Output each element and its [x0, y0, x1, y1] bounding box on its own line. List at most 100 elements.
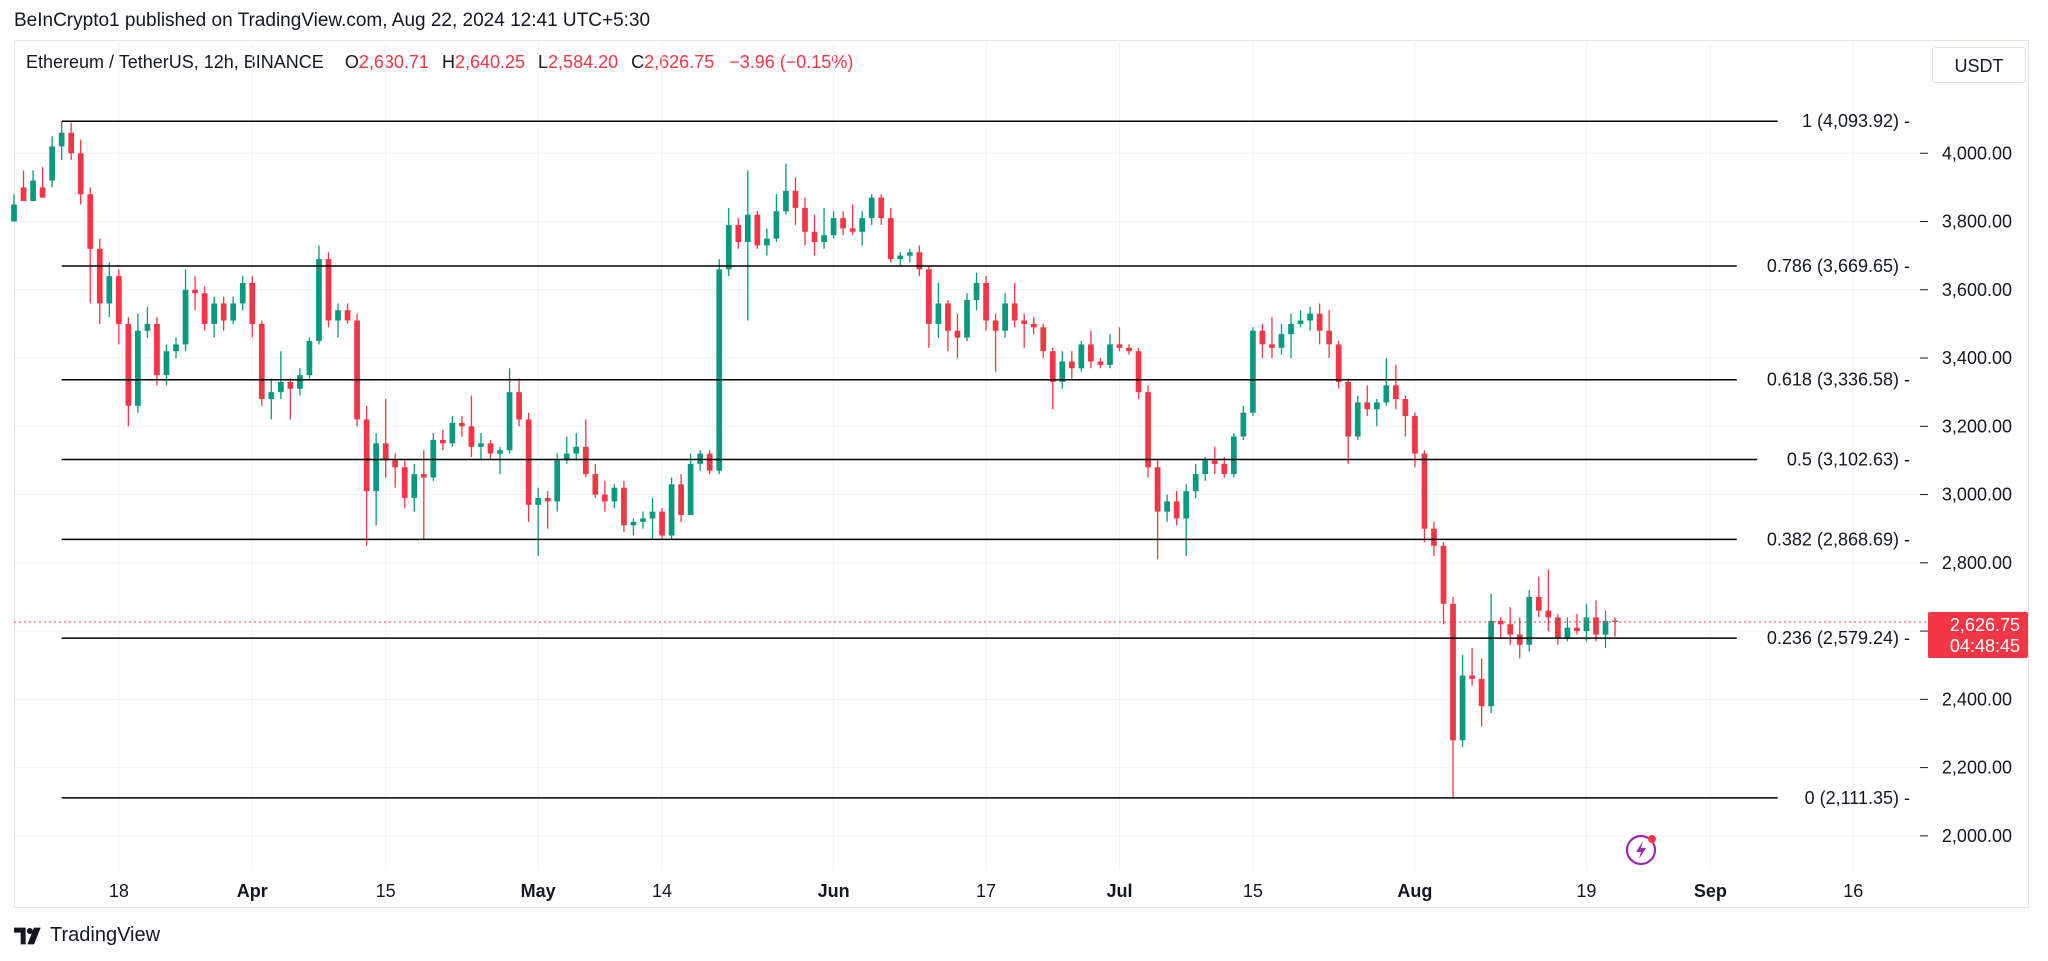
candle-body — [1335, 344, 1342, 382]
candle — [335, 303, 341, 338]
candle — [1469, 648, 1475, 686]
currency-button[interactable]: USDT — [1932, 47, 2026, 83]
candle — [897, 252, 904, 266]
candle — [1097, 358, 1104, 369]
candle — [1192, 463, 1199, 498]
candle — [821, 207, 827, 249]
candle-body — [1107, 344, 1113, 365]
candle-body — [335, 310, 341, 321]
candle — [1440, 542, 1447, 625]
candle-body — [201, 293, 208, 324]
x-tick-label: May — [521, 881, 556, 901]
candle — [478, 433, 484, 461]
candle-body — [1526, 596, 1533, 645]
candle — [1250, 327, 1256, 417]
candle — [1402, 395, 1409, 437]
candle-body — [239, 282, 246, 304]
candle — [297, 368, 303, 396]
candle-body — [1164, 501, 1170, 512]
candle — [621, 480, 627, 533]
candle — [725, 207, 732, 277]
candle — [306, 337, 313, 379]
candle-body — [535, 497, 542, 505]
candle-body — [1583, 617, 1590, 632]
candle — [973, 272, 980, 311]
candle — [840, 211, 846, 236]
candle — [1593, 600, 1599, 642]
candle-body — [1469, 675, 1475, 679]
candle-body — [897, 255, 904, 260]
candle-body — [821, 235, 827, 242]
brand-footer[interactable]: TradingView — [14, 924, 160, 947]
y-tick-label: 2,200.00 — [1942, 758, 2012, 778]
candle-body — [1030, 323, 1037, 328]
candle-body — [430, 439, 437, 478]
candle-body — [983, 282, 989, 321]
candle-body — [1459, 675, 1466, 741]
x-tick-label: Sep — [1694, 881, 1727, 901]
candle — [1030, 317, 1037, 335]
candle-body — [830, 218, 837, 236]
candle-body — [926, 269, 932, 324]
y-tick-label: 3,200.00 — [1942, 416, 2012, 436]
candle-body — [887, 218, 894, 260]
candle-body — [659, 511, 665, 536]
candle — [135, 313, 141, 413]
candle — [640, 511, 646, 529]
candle — [77, 139, 84, 205]
candle-body — [573, 446, 580, 454]
candle — [1088, 330, 1094, 369]
candle-body — [135, 330, 141, 406]
candle-body — [1564, 627, 1571, 638]
candle — [182, 269, 189, 352]
candle — [964, 293, 970, 341]
candle-body — [154, 323, 160, 376]
candle — [58, 121, 65, 161]
price-badge-value: 2,626.75 — [1950, 615, 2020, 635]
price-axis: 2,000.002,200.002,400.002,600.002,800.00… — [1920, 143, 2012, 846]
candle-body — [115, 276, 122, 324]
candle — [668, 477, 675, 539]
candle-body — [611, 487, 618, 502]
candle-body — [754, 214, 761, 246]
candle — [1288, 313, 1294, 359]
candle — [1497, 617, 1504, 638]
open-label: O — [344, 52, 359, 72]
candle-body — [792, 190, 799, 208]
candle — [1107, 334, 1113, 369]
symbol-name[interactable]: Ethereum / TetherUS, 12h, BINANCE — [26, 52, 324, 72]
candle-body — [1011, 303, 1018, 321]
candle — [1574, 614, 1580, 635]
candle — [764, 228, 770, 256]
candle-body — [487, 443, 494, 454]
candle-body — [678, 484, 684, 516]
y-tick-label: 2,400.00 — [1942, 689, 2012, 709]
candle-body — [773, 211, 780, 239]
candle-body — [77, 153, 84, 195]
candle — [983, 276, 989, 331]
lightning-icon[interactable] — [1625, 834, 1657, 866]
candle-body — [344, 310, 351, 321]
candle-body — [401, 467, 408, 498]
candle — [1335, 340, 1342, 389]
candle-body — [868, 197, 875, 219]
candle — [487, 439, 494, 461]
candle-body — [1354, 402, 1361, 437]
y-tick-label: 3,800.00 — [1942, 212, 2012, 232]
candle-body — [106, 276, 113, 304]
candle — [439, 429, 446, 451]
candle-body — [58, 132, 65, 147]
candle — [354, 313, 360, 427]
candle — [1459, 654, 1466, 748]
candle — [287, 378, 294, 420]
candle-body — [363, 419, 370, 492]
candle-body — [249, 282, 256, 324]
candle-body — [1211, 460, 1218, 464]
candle-body — [1097, 361, 1104, 365]
high-value: 2,640.25 — [454, 52, 526, 72]
candle-body — [1307, 313, 1313, 321]
candle-body — [621, 487, 627, 526]
symbol-legend: Ethereum / TetherUS, 12h, BINANCE O2,630… — [26, 52, 853, 73]
candle-body — [220, 303, 227, 321]
